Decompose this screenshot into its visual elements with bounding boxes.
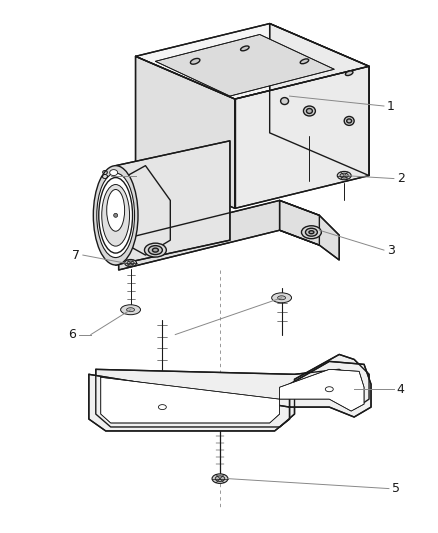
Polygon shape: [116, 141, 230, 265]
Ellipse shape: [97, 173, 134, 257]
Ellipse shape: [152, 248, 159, 252]
Ellipse shape: [124, 260, 137, 266]
Ellipse shape: [191, 59, 200, 64]
Ellipse shape: [127, 261, 134, 265]
Polygon shape: [270, 23, 369, 175]
Ellipse shape: [304, 106, 315, 116]
Ellipse shape: [145, 243, 166, 257]
Text: 6: 6: [68, 328, 76, 341]
Ellipse shape: [114, 213, 118, 217]
Ellipse shape: [337, 172, 351, 180]
Ellipse shape: [93, 166, 138, 265]
Ellipse shape: [346, 71, 353, 76]
Ellipse shape: [102, 184, 130, 246]
Ellipse shape: [347, 119, 352, 123]
Ellipse shape: [120, 305, 141, 314]
Text: 8: 8: [100, 169, 108, 182]
Ellipse shape: [307, 109, 312, 114]
Ellipse shape: [212, 474, 228, 483]
Text: 7: 7: [72, 248, 80, 262]
Ellipse shape: [127, 308, 134, 312]
Text: 3: 3: [387, 244, 395, 256]
Ellipse shape: [281, 98, 289, 104]
Polygon shape: [119, 200, 319, 270]
Ellipse shape: [215, 476, 225, 481]
Ellipse shape: [325, 387, 333, 392]
Polygon shape: [279, 200, 339, 260]
Polygon shape: [89, 361, 371, 431]
Polygon shape: [155, 35, 334, 96]
Polygon shape: [135, 23, 369, 99]
Ellipse shape: [340, 173, 348, 178]
Polygon shape: [135, 56, 235, 208]
Polygon shape: [96, 354, 369, 427]
Ellipse shape: [278, 296, 286, 300]
Ellipse shape: [344, 116, 354, 125]
Ellipse shape: [240, 46, 249, 51]
Ellipse shape: [110, 169, 118, 175]
Ellipse shape: [148, 246, 162, 255]
Ellipse shape: [300, 59, 309, 64]
Ellipse shape: [305, 228, 318, 236]
Ellipse shape: [159, 405, 166, 409]
Ellipse shape: [301, 226, 321, 239]
Polygon shape: [101, 369, 364, 423]
Text: 4: 4: [397, 383, 405, 395]
Text: 2: 2: [397, 172, 405, 185]
Ellipse shape: [272, 293, 292, 303]
Text: 1: 1: [387, 100, 395, 112]
Ellipse shape: [309, 231, 314, 233]
Polygon shape: [235, 66, 369, 208]
Polygon shape: [119, 166, 170, 255]
Ellipse shape: [99, 177, 133, 253]
Ellipse shape: [107, 190, 124, 231]
Text: 5: 5: [392, 482, 400, 495]
